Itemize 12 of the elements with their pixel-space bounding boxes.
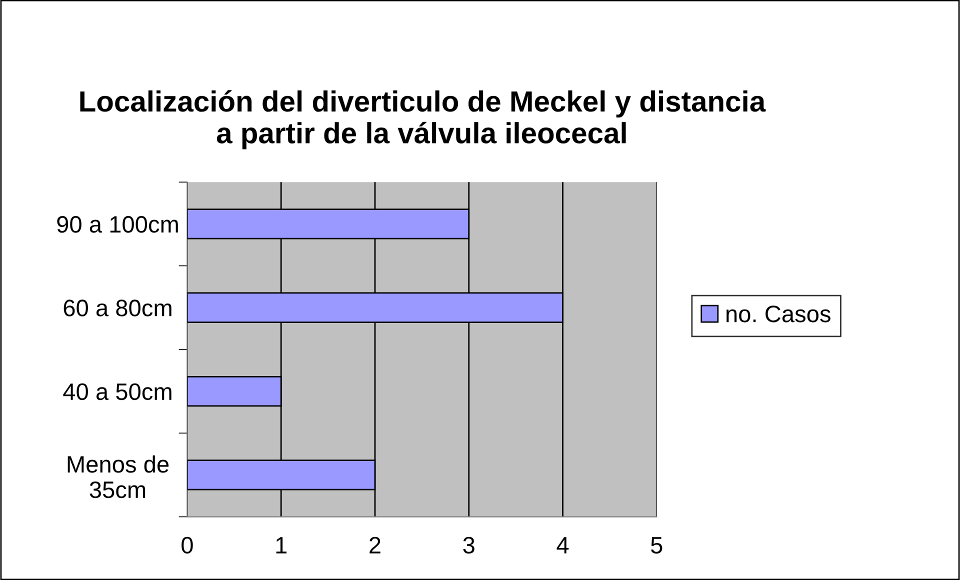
- legend-label: no. Casos: [726, 306, 830, 322]
- x-tick-label: 0: [182, 536, 193, 554]
- x-tick-label: 3: [463, 536, 474, 554]
- x-tick-label: 1: [276, 537, 286, 554]
- y-tick-label: Menos de 35cm: [68, 455, 169, 498]
- y-tick-label: 90 a 100cm: [57, 216, 178, 233]
- x-tick-label: 4: [556, 537, 569, 554]
- y-tick-label: 60 a 80cm: [64, 300, 172, 316]
- x-tick-label: 5: [651, 537, 662, 554]
- y-tick-label: 40 a 50cm: [63, 383, 172, 400]
- x-tick-label: 2: [370, 536, 380, 554]
- chart-title: Localización del diverticulo de Meckel y distancia a partir de la válvula ileocecal: [80, 90, 766, 150]
